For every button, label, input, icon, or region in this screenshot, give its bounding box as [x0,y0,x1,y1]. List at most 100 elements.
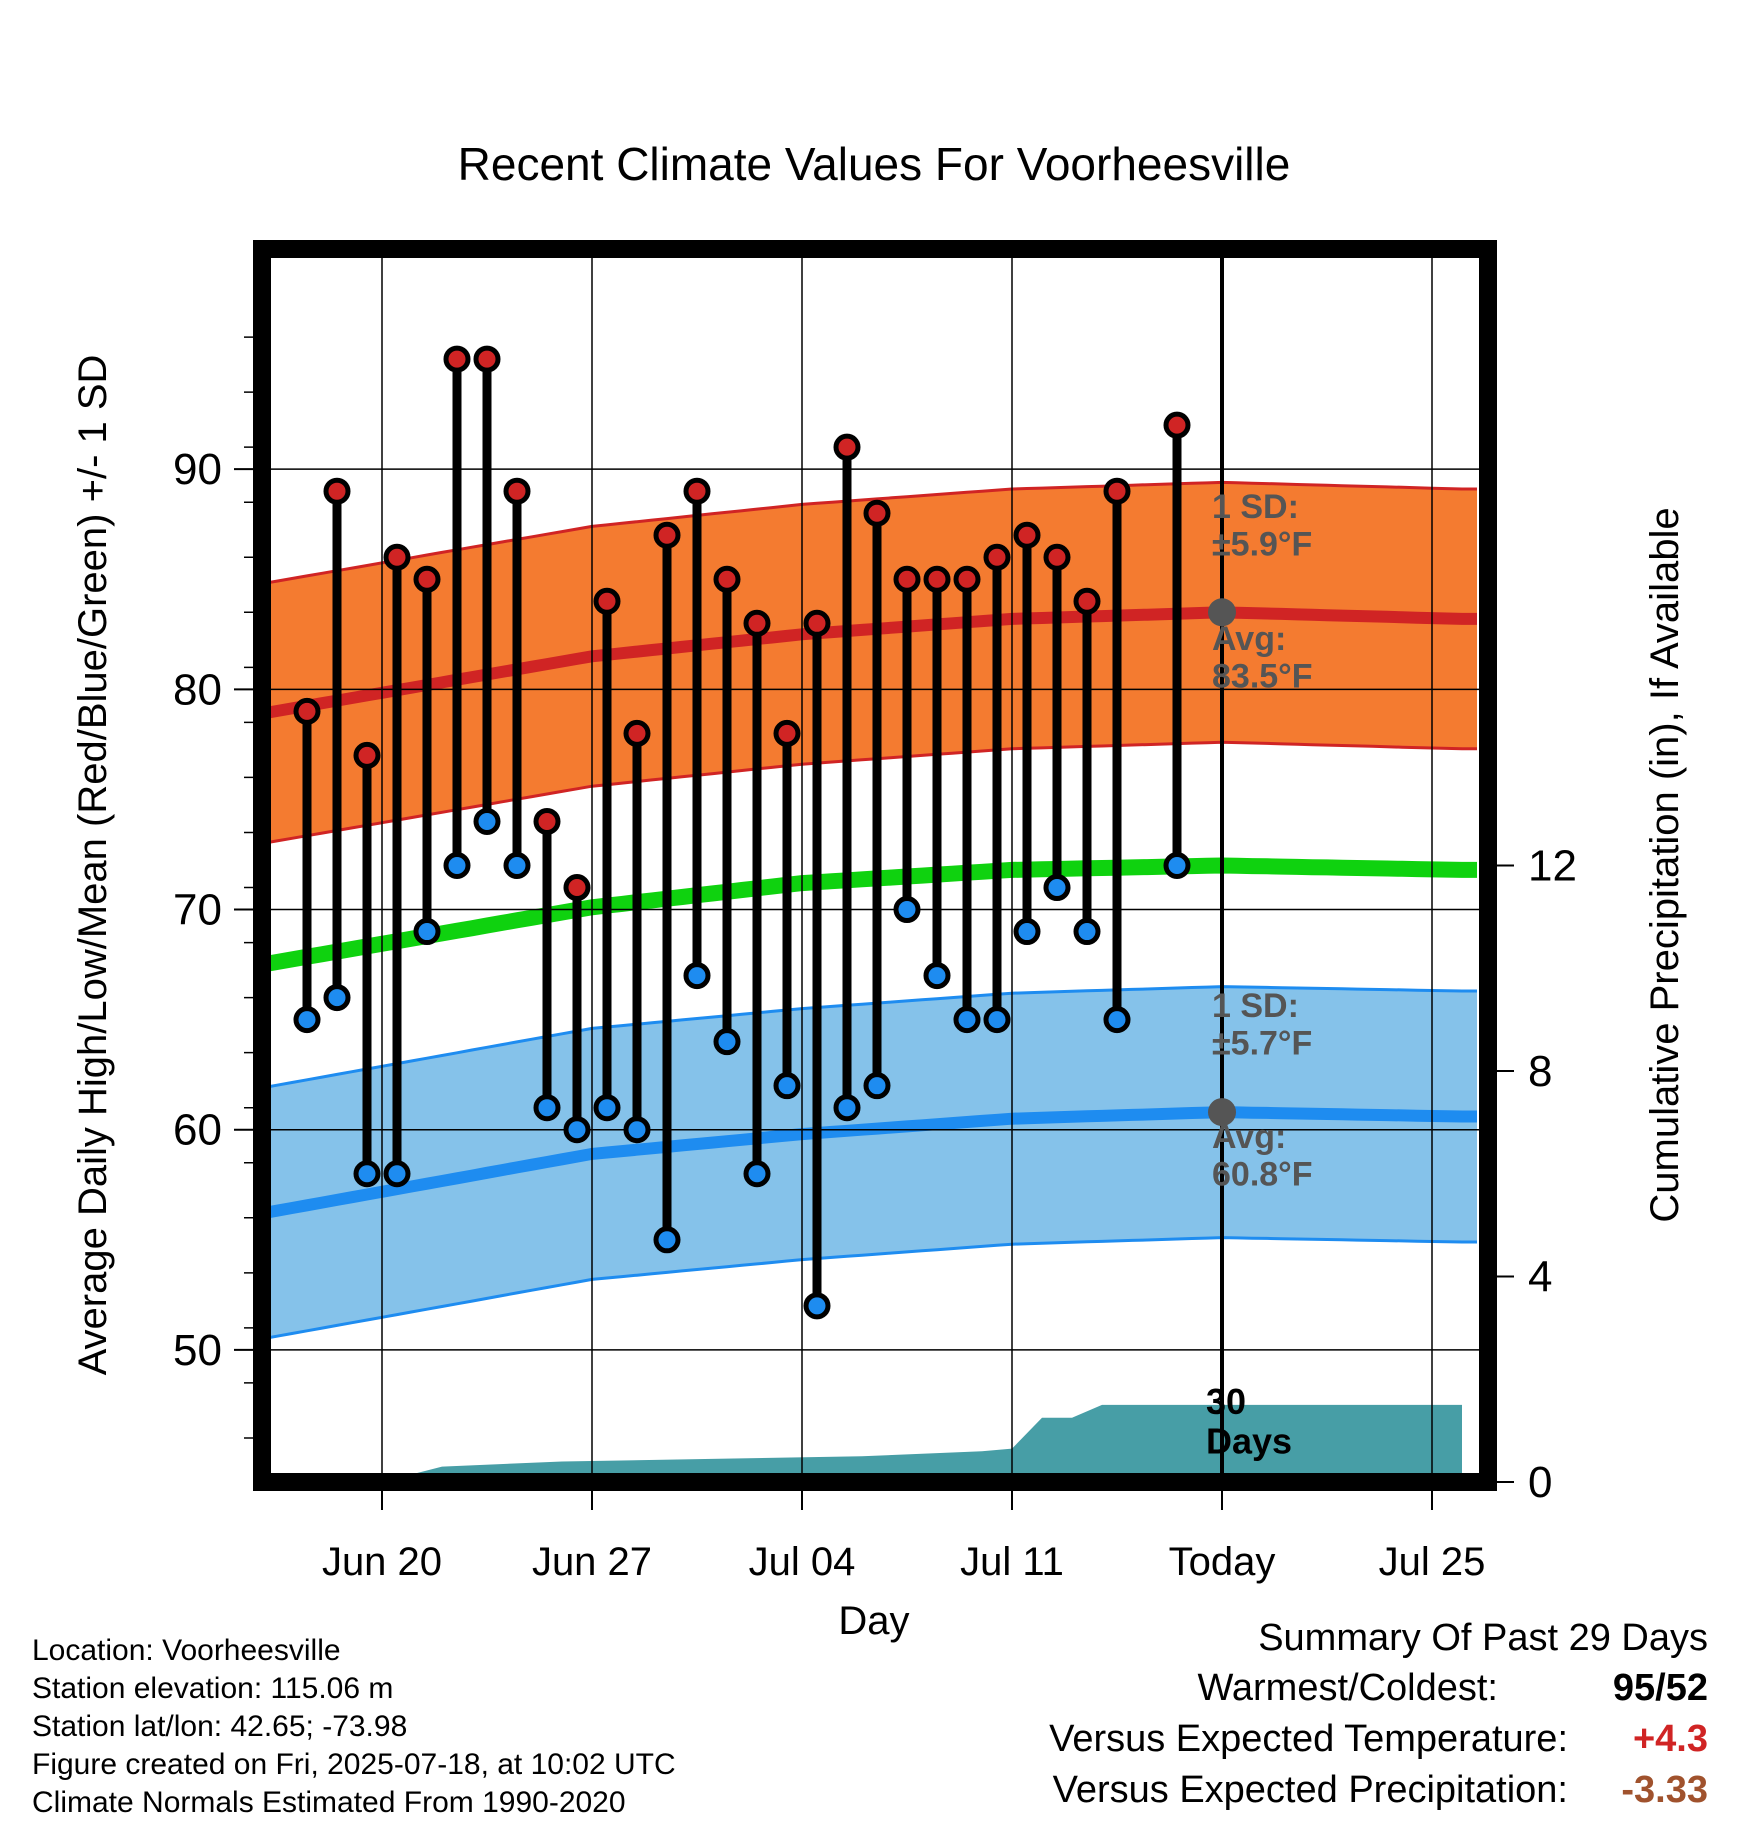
high-avg-annotation: Avg: 83.5°F [1212,620,1313,695]
observed-low-point [323,984,351,1012]
observed-low-point [653,1226,681,1254]
observed-low-point [833,1094,861,1122]
days-annotation: 30 Days [1206,1381,1292,1462]
observed-low-point [983,1006,1011,1034]
observed-day [413,565,441,946]
observed-high-point [893,565,921,593]
summary-temp-value: +4.3 [1632,1718,1708,1760]
observed-high-point [1163,411,1191,439]
observed-day [653,521,681,1254]
observed-low-point [503,852,531,879]
observed-low-point [443,852,471,879]
observed-low-point [353,1160,381,1188]
y2-tick-label: 0 [1528,1458,1552,1507]
observed-high-point [473,345,501,373]
observed-low-point [623,1116,651,1144]
observed-day [323,477,351,1012]
x-tick-label: Jul 11 [960,1540,1064,1584]
observed-low-point [743,1160,771,1188]
observed-day [473,345,501,835]
footer-normals: Climate Normals Estimated From 1990-2020 [32,1786,626,1819]
observed-day [953,565,981,1034]
observed-low-point [383,1160,411,1188]
summary-warmest-coldest-value: 95/52 [1612,1667,1708,1709]
observed-day [803,609,831,1320]
observed-low-point [683,962,711,990]
observed-day [593,587,621,1122]
observed-day [983,543,1011,1034]
observed-low-point [923,962,951,990]
observed-low-point [1103,1006,1131,1034]
observed-high-point [923,565,951,593]
today-low-avg-marker [1208,1098,1236,1127]
observed-low-point [773,1072,801,1100]
today-high-avg-marker [1208,598,1236,627]
high-sd-band-lower-edge [261,740,1477,845]
observed-day [353,741,381,1188]
observed-day [443,345,471,879]
footer-created: Figure created on Fri, 2025-07-18, at 10… [32,1748,676,1781]
x-tick-label: Jul 25 [1379,1540,1486,1584]
observed-high-point [533,807,561,835]
observed-low-point [953,1006,981,1034]
observed-low-point [413,918,441,946]
observed-day [1163,411,1191,879]
observed-high-point [1013,521,1041,549]
x-tick-label: Jul 04 [749,1540,856,1584]
observed-high-point [983,543,1011,571]
y-tick-label: 60 [173,1106,222,1155]
y2-tick-label: 8 [1528,1047,1552,1096]
summary-title: Summary Of Past 29 Days [1258,1617,1708,1659]
summary-precip-label: Versus Expected Precipitation: [1052,1769,1568,1811]
observed-day [683,477,711,990]
low-sd-band-lower-edge [261,1236,1477,1341]
high-sd-annotation: 1 SD: ±5.9°F [1212,488,1312,563]
footer-location: Location: Voorheesville [32,1634,341,1667]
observed-high-point [443,345,471,373]
low-sd-band-upper-edge [261,985,1477,1090]
observed-day [833,433,861,1122]
observed-high-point [743,609,771,637]
observed-day [1043,543,1071,902]
observed-day [503,477,531,879]
observed-high-point [1043,543,1071,571]
observed-day [713,565,741,1056]
y2-tick-label: 12 [1528,842,1577,891]
axes: 50 60 70 80 90 0 4 8 12 Jun 20 Jun 27 Jul 04 Jul 11 T… [71,240,1687,1643]
observed-high-point [653,521,681,549]
high-sd-band-upper-edge [261,480,1477,586]
observed-high-point [863,499,891,527]
observed-high-point [563,874,591,902]
observed-low-point [1013,918,1041,946]
plot-area: 1 SD: ±5.9°F Avg: 83.5°F 1 SD: ±5.7°F Avg: 60.8… [260,249,1488,1482]
low-sd-band [262,986,1477,1339]
x-tick-label: Today [1169,1540,1276,1584]
observed-low-point [293,1006,321,1034]
observed-high-point [353,741,381,769]
summary-precip-value: -3.33 [1621,1769,1708,1811]
observed-high-point [503,477,531,505]
observed-high-point [1103,477,1131,505]
y-tick-label: 70 [173,886,222,935]
grid-lines [262,249,1488,1482]
observed-high-point [383,543,411,571]
x-tick-label: Jun 27 [532,1540,652,1584]
low-sd-annotation: 1 SD: ±5.7°F [1212,987,1312,1062]
observed-day [563,874,591,1144]
observed-day [893,565,921,924]
observed-high-point [773,719,801,747]
y2-axis-label: Cumulative Precipitation (in), If Availa… [1643,507,1687,1222]
observed-low-point [593,1094,621,1122]
observed-low-point [563,1116,591,1144]
observed-high-point [413,565,441,593]
observed-low-point [713,1028,741,1056]
summary-warmest-coldest-label: Warmest/Coldest: [1197,1667,1498,1709]
x-tick-label: Jun 20 [322,1540,442,1584]
observed-day [623,719,651,1144]
summary-temp-label: Versus Expected Temperature: [1049,1718,1568,1760]
observed-day [293,697,321,1034]
observed-high-point [323,477,351,505]
observed-day [1073,587,1101,946]
y-tick-label: 80 [173,665,222,714]
y2-tick-label: 4 [1528,1253,1552,1302]
